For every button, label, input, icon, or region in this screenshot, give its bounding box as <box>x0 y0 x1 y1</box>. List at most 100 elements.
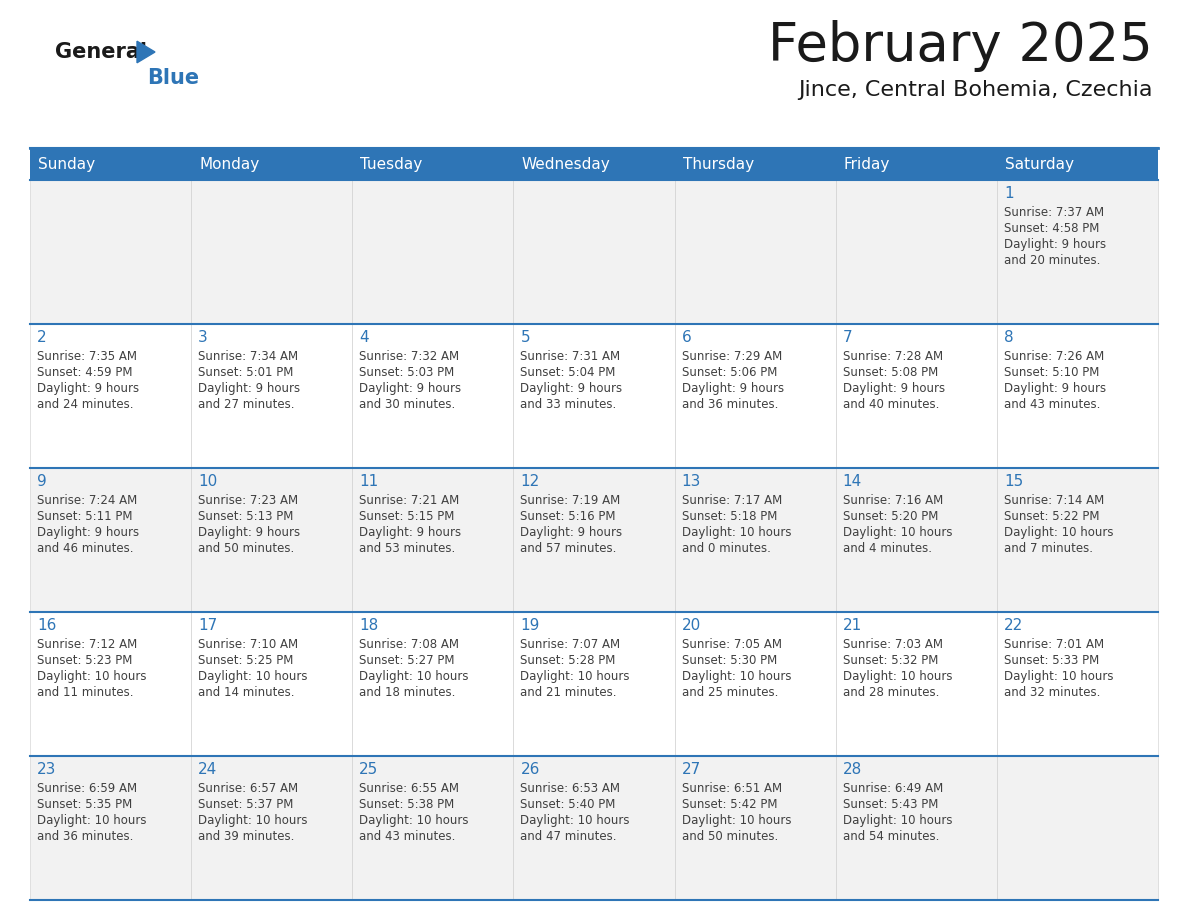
Text: and 50 minutes.: and 50 minutes. <box>198 542 295 555</box>
Text: 17: 17 <box>198 618 217 633</box>
Text: Sunset: 5:35 PM: Sunset: 5:35 PM <box>37 798 132 811</box>
Text: and 0 minutes.: and 0 minutes. <box>682 542 771 555</box>
Bar <box>997 324 1158 468</box>
Text: Daylight: 9 hours: Daylight: 9 hours <box>37 526 139 539</box>
Text: Sunset: 5:32 PM: Sunset: 5:32 PM <box>842 654 939 667</box>
Bar <box>191 612 353 756</box>
Bar <box>675 180 835 324</box>
Text: General: General <box>55 42 147 62</box>
Text: 4: 4 <box>359 330 369 345</box>
Bar <box>353 468 513 612</box>
Text: Sunrise: 7:32 AM: Sunrise: 7:32 AM <box>359 350 460 363</box>
Text: Sunset: 5:03 PM: Sunset: 5:03 PM <box>359 366 455 379</box>
Bar <box>30 756 191 900</box>
Bar <box>513 148 675 180</box>
Text: Sunset: 5:27 PM: Sunset: 5:27 PM <box>359 654 455 667</box>
Text: 7: 7 <box>842 330 852 345</box>
Text: 11: 11 <box>359 474 379 489</box>
Text: Daylight: 9 hours: Daylight: 9 hours <box>1004 238 1106 251</box>
Bar <box>191 468 353 612</box>
Text: Daylight: 9 hours: Daylight: 9 hours <box>520 526 623 539</box>
Text: Sunrise: 7:12 AM: Sunrise: 7:12 AM <box>37 638 138 651</box>
Bar <box>191 148 353 180</box>
Text: and 36 minutes.: and 36 minutes. <box>37 830 133 843</box>
Text: Daylight: 10 hours: Daylight: 10 hours <box>842 670 953 683</box>
Text: 23: 23 <box>37 762 56 777</box>
Text: Daylight: 10 hours: Daylight: 10 hours <box>198 814 308 827</box>
Bar <box>675 324 835 468</box>
Text: Sunset: 5:43 PM: Sunset: 5:43 PM <box>842 798 939 811</box>
Text: Sunrise: 7:16 AM: Sunrise: 7:16 AM <box>842 494 943 507</box>
Text: 16: 16 <box>37 618 56 633</box>
Text: and 33 minutes.: and 33 minutes. <box>520 398 617 411</box>
Text: and 36 minutes.: and 36 minutes. <box>682 398 778 411</box>
Text: and 50 minutes.: and 50 minutes. <box>682 830 778 843</box>
Bar <box>997 756 1158 900</box>
Text: 2: 2 <box>37 330 46 345</box>
Text: 6: 6 <box>682 330 691 345</box>
Text: and 18 minutes.: and 18 minutes. <box>359 686 456 699</box>
Text: Daylight: 10 hours: Daylight: 10 hours <box>842 814 953 827</box>
Text: February 2025: February 2025 <box>769 20 1154 72</box>
Text: Sunrise: 7:35 AM: Sunrise: 7:35 AM <box>37 350 137 363</box>
Bar <box>835 180 997 324</box>
Text: Sunrise: 7:07 AM: Sunrise: 7:07 AM <box>520 638 620 651</box>
Text: Sunrise: 7:29 AM: Sunrise: 7:29 AM <box>682 350 782 363</box>
Bar <box>353 756 513 900</box>
Text: 13: 13 <box>682 474 701 489</box>
Text: Daylight: 10 hours: Daylight: 10 hours <box>682 670 791 683</box>
Text: Sunset: 5:25 PM: Sunset: 5:25 PM <box>198 654 293 667</box>
Text: and 46 minutes.: and 46 minutes. <box>37 542 133 555</box>
Bar <box>835 324 997 468</box>
Bar <box>675 148 835 180</box>
Bar <box>835 468 997 612</box>
Bar <box>997 612 1158 756</box>
Text: Daylight: 9 hours: Daylight: 9 hours <box>682 382 784 395</box>
Bar <box>675 468 835 612</box>
Text: Daylight: 10 hours: Daylight: 10 hours <box>37 814 146 827</box>
Text: Daylight: 10 hours: Daylight: 10 hours <box>682 814 791 827</box>
Text: and 20 minutes.: and 20 minutes. <box>1004 254 1100 267</box>
Text: Daylight: 10 hours: Daylight: 10 hours <box>359 814 469 827</box>
Text: Sunset: 5:15 PM: Sunset: 5:15 PM <box>359 510 455 523</box>
Text: and 43 minutes.: and 43 minutes. <box>1004 398 1100 411</box>
Text: Sunrise: 7:10 AM: Sunrise: 7:10 AM <box>198 638 298 651</box>
Text: Daylight: 10 hours: Daylight: 10 hours <box>842 526 953 539</box>
Text: Sunrise: 7:14 AM: Sunrise: 7:14 AM <box>1004 494 1104 507</box>
Text: Sunset: 5:16 PM: Sunset: 5:16 PM <box>520 510 615 523</box>
Bar <box>353 148 513 180</box>
Text: 9: 9 <box>37 474 46 489</box>
Text: Sunrise: 6:53 AM: Sunrise: 6:53 AM <box>520 782 620 795</box>
Text: Sunset: 5:20 PM: Sunset: 5:20 PM <box>842 510 939 523</box>
Text: 3: 3 <box>198 330 208 345</box>
Text: Wednesday: Wednesday <box>522 156 611 172</box>
Bar <box>513 612 675 756</box>
Text: Sunrise: 7:05 AM: Sunrise: 7:05 AM <box>682 638 782 651</box>
Text: Daylight: 9 hours: Daylight: 9 hours <box>37 382 139 395</box>
Text: 28: 28 <box>842 762 862 777</box>
Text: 27: 27 <box>682 762 701 777</box>
Bar <box>353 180 513 324</box>
Text: Friday: Friday <box>843 156 890 172</box>
Text: Tuesday: Tuesday <box>360 156 423 172</box>
Text: Daylight: 10 hours: Daylight: 10 hours <box>359 670 469 683</box>
Text: 15: 15 <box>1004 474 1023 489</box>
Text: Sunset: 5:06 PM: Sunset: 5:06 PM <box>682 366 777 379</box>
Text: Sunset: 5:18 PM: Sunset: 5:18 PM <box>682 510 777 523</box>
Text: Daylight: 9 hours: Daylight: 9 hours <box>359 382 461 395</box>
Text: Sunset: 5:40 PM: Sunset: 5:40 PM <box>520 798 615 811</box>
Bar <box>191 756 353 900</box>
Text: Sunset: 5:38 PM: Sunset: 5:38 PM <box>359 798 455 811</box>
Text: Sunrise: 6:49 AM: Sunrise: 6:49 AM <box>842 782 943 795</box>
Text: Sunset: 5:22 PM: Sunset: 5:22 PM <box>1004 510 1099 523</box>
Text: Daylight: 10 hours: Daylight: 10 hours <box>198 670 308 683</box>
Text: Sunset: 5:08 PM: Sunset: 5:08 PM <box>842 366 939 379</box>
Text: and 25 minutes.: and 25 minutes. <box>682 686 778 699</box>
Text: Sunrise: 7:34 AM: Sunrise: 7:34 AM <box>198 350 298 363</box>
Text: Sunset: 5:33 PM: Sunset: 5:33 PM <box>1004 654 1099 667</box>
Text: 19: 19 <box>520 618 539 633</box>
Text: and 57 minutes.: and 57 minutes. <box>520 542 617 555</box>
Text: and 40 minutes.: and 40 minutes. <box>842 398 939 411</box>
Text: Daylight: 10 hours: Daylight: 10 hours <box>37 670 146 683</box>
Text: Sunset: 4:58 PM: Sunset: 4:58 PM <box>1004 222 1099 235</box>
